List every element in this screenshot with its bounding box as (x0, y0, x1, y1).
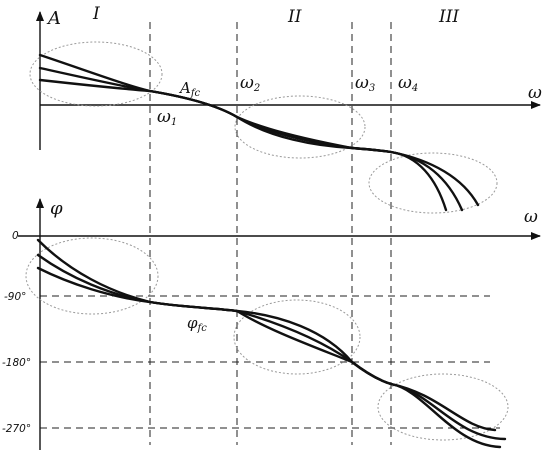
omega-4-label: ω4 (398, 73, 418, 94)
phase-tick-0: 0 (12, 230, 19, 242)
ellipse-region-i-bottom (25, 237, 159, 315)
amplitude-plot: A ω Afc ω1 ω2 ω3 ω4 (29, 8, 542, 214)
phase-tick-minus-90: -90° (4, 291, 26, 303)
amplitude-curve-3 (38, 78, 480, 207)
ellipse-region-iii-bottom (377, 373, 509, 441)
phase-tick-minus-270: -270° (2, 423, 31, 435)
omega-2-label: ω2 (240, 73, 260, 94)
amplitude-region-ellipses (29, 41, 498, 214)
frequency-dividers (149, 22, 392, 445)
omega-3-label: ω3 (355, 73, 375, 94)
phase-region-ellipses (25, 237, 509, 441)
ellipse-region-ii-bottom (233, 299, 361, 375)
ellipse-region-i-top (29, 41, 163, 107)
region-label-iii: III (438, 7, 459, 27)
phase-plot: φ ω 0 -90° -180° -270° φfc (2, 198, 541, 450)
phase-curve-1 (36, 238, 502, 449)
ellipse-region-iii-top (368, 152, 498, 214)
omega-1-label: ω1 (157, 107, 177, 128)
phase-curve-2 (36, 253, 507, 441)
amplitude-curves (38, 53, 480, 212)
phase-crossover-label: φfc (187, 314, 207, 334)
amplitude-omega-axis-symbol: ω (528, 83, 542, 103)
phase-omega-axis-symbol: ω (524, 207, 538, 227)
amplitude-axis-symbol: A (46, 8, 61, 29)
phase-axis-symbol: φ (50, 198, 63, 219)
region-label-i: I (92, 4, 100, 24)
phase-curve-3 (36, 266, 497, 432)
region-label-ii: II (287, 7, 302, 27)
ellipse-region-ii-top (234, 95, 366, 159)
phase-tick-minus-180: -180° (2, 357, 31, 369)
crossover-amplitude-label: Afc (178, 79, 201, 99)
phase-curves (36, 238, 507, 449)
